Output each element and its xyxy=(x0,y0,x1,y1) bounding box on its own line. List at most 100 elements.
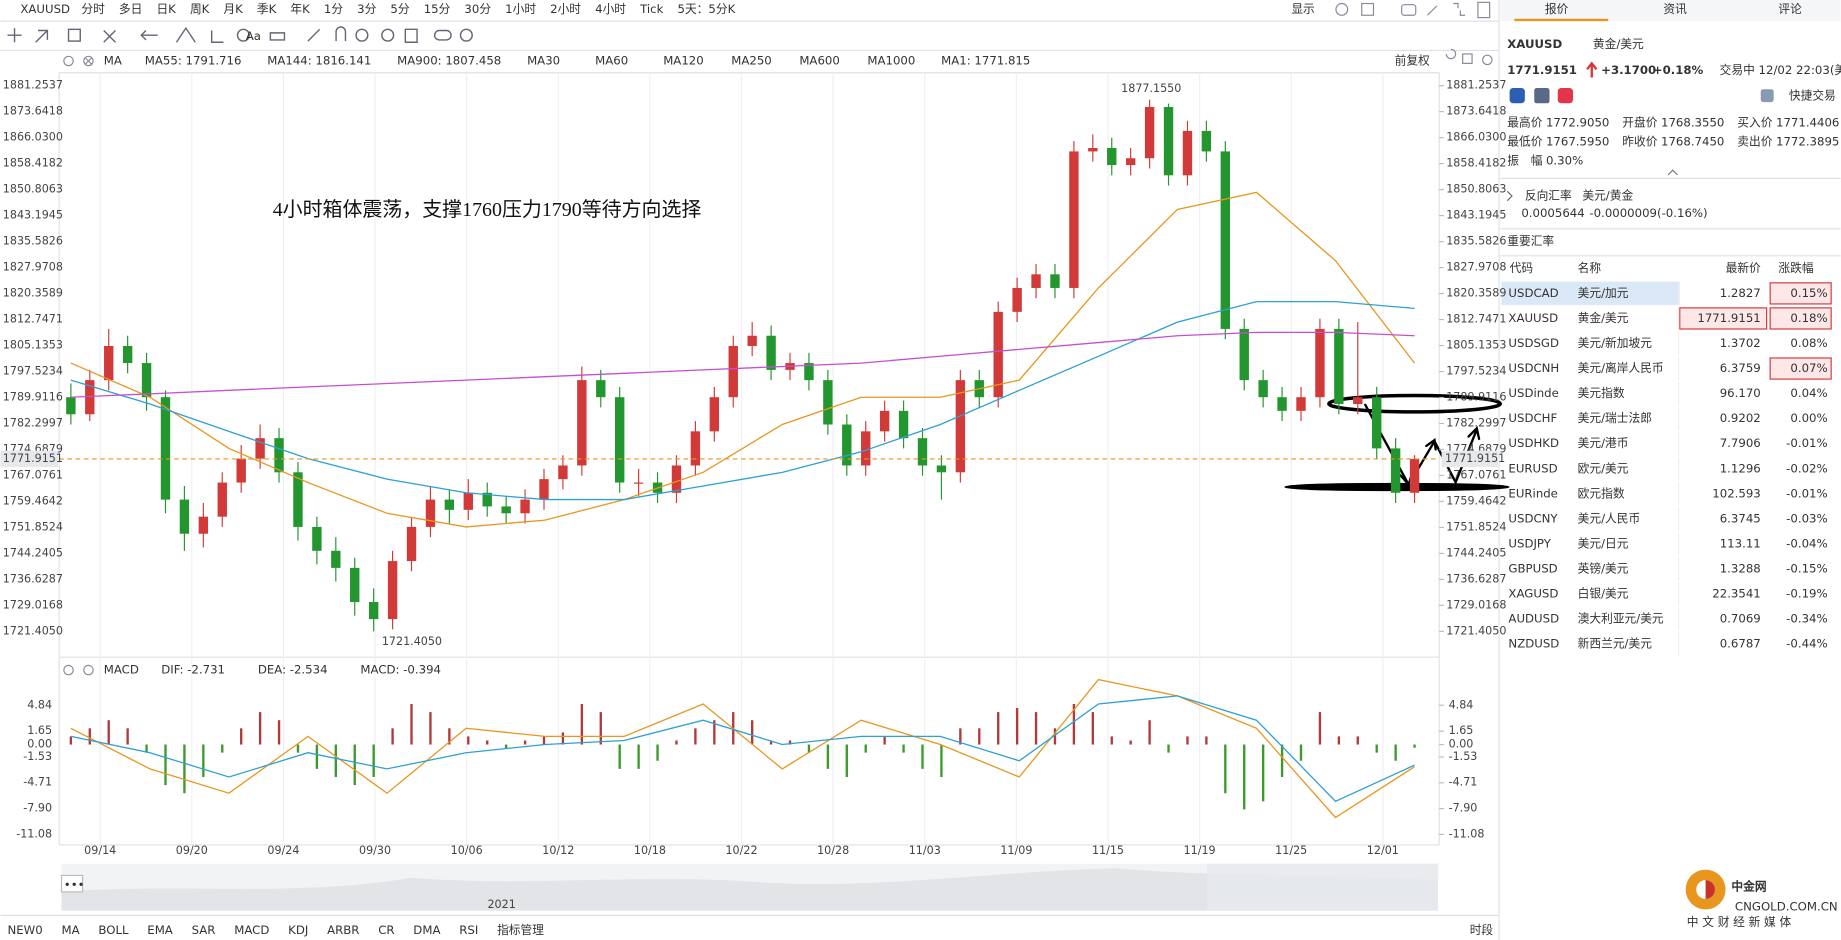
indicator-tab[interactable]: KDJ xyxy=(288,923,308,937)
macd-bar xyxy=(202,744,205,777)
indicator-tab[interactable]: MA xyxy=(61,923,79,937)
row-code[interactable]: USDCNY xyxy=(1508,511,1558,525)
row-name[interactable]: 欧元/美元 xyxy=(1578,461,1629,475)
row-code[interactable]: USDJPY xyxy=(1508,536,1551,550)
macd-bar xyxy=(694,728,697,745)
period-tab[interactable]: 年K xyxy=(290,2,310,16)
period-tab[interactable]: 5天：5分K xyxy=(678,2,736,16)
period-tab[interactable]: 4小时 xyxy=(595,2,626,16)
row-name[interactable]: 美元/新加坡元 xyxy=(1578,336,1653,350)
period-tab[interactable]: 周K xyxy=(190,2,210,16)
row-name[interactable]: 新西兰元/美元 xyxy=(1578,637,1653,651)
period-tab[interactable]: Tick xyxy=(639,2,663,16)
indicator-tab[interactable]: 指标管理 xyxy=(497,923,544,937)
ma-legend-item[interactable]: MA120 xyxy=(663,54,704,68)
macd-bar xyxy=(126,728,129,745)
quick-trade[interactable]: 快捷交易 xyxy=(1789,89,1836,103)
period-tab[interactable]: 月K xyxy=(223,2,243,16)
period-tab[interactable]: 1小时 xyxy=(505,2,536,16)
panel-icons[interactable] xyxy=(1506,88,1774,202)
row-name[interactable]: 美元/日元 xyxy=(1578,536,1629,550)
ma-legend-item[interactable]: MA600 xyxy=(799,54,840,68)
ma-legend-item[interactable]: MA1000 xyxy=(867,54,915,68)
ma-legend-item[interactable]: MA60 xyxy=(595,54,628,68)
period-tab[interactable]: 30分 xyxy=(464,2,491,16)
row-name[interactable]: 英镑/美元 xyxy=(1578,561,1629,575)
row-name[interactable]: 美元/人民币 xyxy=(1578,511,1641,525)
row-name[interactable]: 美元指数 xyxy=(1578,386,1625,400)
ma-label[interactable]: MA xyxy=(104,54,122,68)
row-name[interactable]: 欧元指数 xyxy=(1578,486,1625,500)
macd-legend-item[interactable]: MACD: -0.394 xyxy=(360,663,441,677)
row-change: -0.01% xyxy=(1786,486,1827,500)
period-tab[interactable]: 分时 xyxy=(81,2,105,16)
symbol[interactable]: XAUUSD xyxy=(20,2,70,16)
macd-bar xyxy=(921,744,924,769)
indicator-tab[interactable]: RSI xyxy=(459,923,478,937)
period-tab[interactable]: 5分 xyxy=(390,2,409,16)
period-tab[interactable]: 15分 xyxy=(424,2,451,16)
chart-controls[interactable] xyxy=(1445,48,1493,66)
row-code[interactable]: AUDUSD xyxy=(1508,612,1559,626)
toolbar-right-icons[interactable] xyxy=(1335,1,1491,19)
ma-legend-item[interactable]: MA900: 1807.458 xyxy=(397,54,501,68)
row-code[interactable]: USDSGD xyxy=(1508,336,1559,350)
navigator-handle[interactable] xyxy=(60,874,84,893)
panel-tab[interactable]: 资讯 xyxy=(1663,2,1687,16)
ma-legend-item[interactable]: MA55: 1791.716 xyxy=(145,54,242,68)
logo-domain: CNGOLD.COM.CN xyxy=(1735,900,1838,914)
row-code[interactable]: USDinde xyxy=(1508,386,1558,400)
row-name[interactable]: 澳大利亚元/美元 xyxy=(1578,612,1664,626)
indicator-tab[interactable]: DMA xyxy=(413,923,440,937)
row-name[interactable]: 白银/美元 xyxy=(1578,587,1629,601)
legend-controls[interactable] xyxy=(63,55,94,676)
adjust-mode[interactable]: 前复权 xyxy=(1395,54,1430,68)
text-tool[interactable]: Aa xyxy=(246,29,261,43)
row-code[interactable]: XAUUSD xyxy=(1508,311,1558,325)
row-name[interactable]: 美元/瑞士法郎 xyxy=(1578,411,1652,425)
row-name[interactable]: 美元/港币 xyxy=(1578,436,1629,450)
candle-body xyxy=(671,465,682,493)
period-tab[interactable]: 1分 xyxy=(324,2,343,16)
indicator-tab[interactable]: CR xyxy=(378,923,394,937)
macd-legend-item[interactable]: DIF: -2.731 xyxy=(161,663,225,677)
row-code[interactable]: GBPUSD xyxy=(1508,561,1557,575)
indicator-tab[interactable]: MACD xyxy=(234,923,269,937)
period-button[interactable]: 时段 xyxy=(1470,923,1494,937)
navigator-window[interactable] xyxy=(1206,863,1439,911)
display-menu[interactable]: 显示 xyxy=(1291,2,1315,16)
row-code[interactable]: XAGUSD xyxy=(1508,587,1558,601)
indicator-tab[interactable]: NEW0 xyxy=(7,923,42,937)
row-code[interactable]: USDCAD xyxy=(1508,286,1558,300)
period-tab[interactable]: 3分 xyxy=(357,2,376,16)
indicator-tab[interactable]: BOLL xyxy=(98,923,129,937)
row-name[interactable]: 美元/离岸人民币 xyxy=(1578,361,1664,375)
row-name[interactable]: 黄金/美元 xyxy=(1578,311,1629,325)
row-code[interactable]: EURinde xyxy=(1508,486,1557,500)
collapse-arrow[interactable] xyxy=(1667,169,1678,176)
period-tab[interactable]: 多日 xyxy=(119,2,142,16)
quote-price: 1771.9151 xyxy=(1507,63,1577,77)
macd-label[interactable]: MACD xyxy=(104,663,139,677)
row-name[interactable]: 美元/加元 xyxy=(1578,286,1629,300)
panel-tab[interactable]: 评论 xyxy=(1778,2,1802,16)
macd-legend-item[interactable]: DEA: -2.534 xyxy=(258,663,328,677)
drawing-tools[interactable] xyxy=(7,26,473,43)
row-code[interactable]: EURUSD xyxy=(1508,461,1557,475)
period-tab[interactable]: 2小时 xyxy=(550,2,581,16)
row-code[interactable]: USDCHF xyxy=(1508,411,1557,425)
ma-legend-item[interactable]: MA30 xyxy=(527,54,560,68)
macd-bar xyxy=(1299,744,1303,761)
ma-legend-item[interactable]: MA144: 1816.141 xyxy=(267,54,371,68)
row-code[interactable]: USDCNH xyxy=(1508,361,1559,375)
indicator-tab[interactable]: SAR xyxy=(192,923,216,937)
ma-legend-item[interactable]: MA250 xyxy=(731,54,772,68)
row-code[interactable]: NZDUSD xyxy=(1508,637,1559,651)
ma-legend-item[interactable]: MA1: 1771.815 xyxy=(941,54,1030,68)
row-code[interactable]: USDHKD xyxy=(1508,436,1559,450)
period-tab[interactable]: 日K xyxy=(156,2,176,16)
period-tab[interactable]: 季K xyxy=(257,2,277,16)
indicator-tab[interactable]: EMA xyxy=(147,923,173,937)
panel-tab[interactable]: 报价 xyxy=(1545,2,1569,16)
indicator-tab[interactable]: ARBR xyxy=(327,923,359,937)
